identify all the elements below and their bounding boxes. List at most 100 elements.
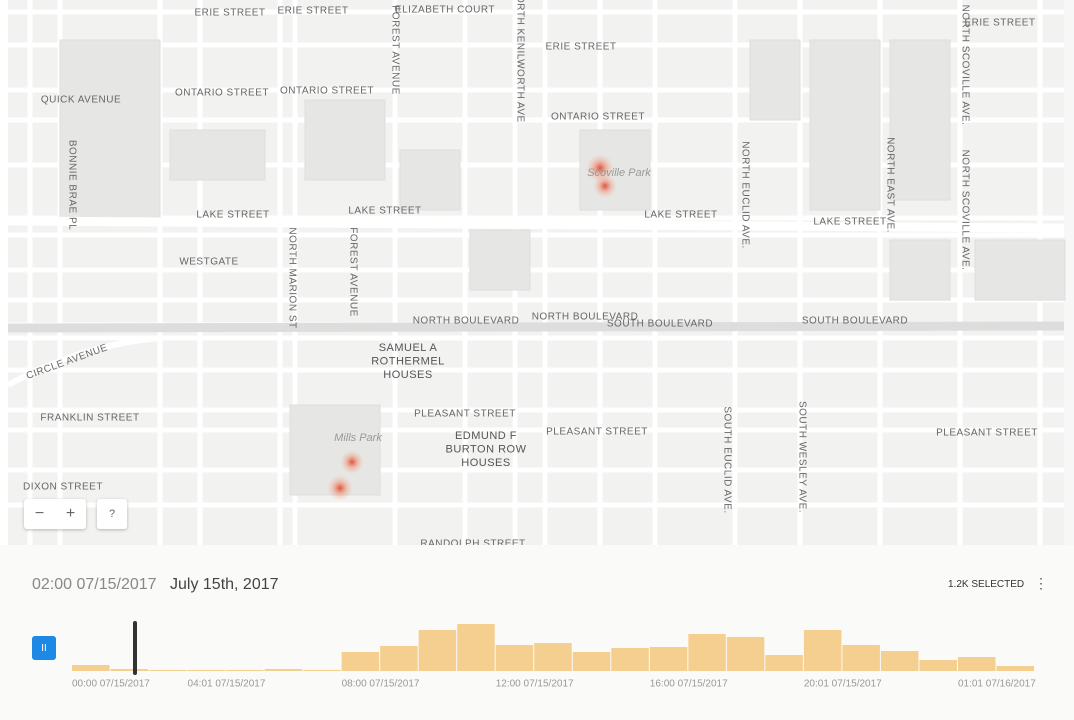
street-label: QUICK AVENUE bbox=[41, 95, 121, 106]
block bbox=[974, 239, 1066, 301]
street-label: ONTARIO STREET bbox=[280, 86, 374, 97]
street-label: WESTGATE bbox=[179, 257, 238, 268]
street-label: ELIZABETH COURT bbox=[395, 5, 495, 16]
place-label: ROTHERMEL bbox=[371, 355, 445, 367]
histogram-bar bbox=[341, 652, 380, 671]
street-label: ONTARIO STREET bbox=[175, 88, 269, 99]
block bbox=[469, 229, 531, 291]
histogram-bar bbox=[572, 652, 611, 671]
place-label: HOUSES bbox=[383, 369, 432, 381]
block bbox=[399, 149, 461, 211]
timeline-panel: 02:00 07/15/2017 July 15th, 2017 1.2K SE… bbox=[0, 545, 1074, 720]
place-label: HOUSES bbox=[461, 457, 510, 469]
street-label: SOUTH BOULEVARD bbox=[607, 319, 713, 330]
histogram-bar bbox=[996, 666, 1034, 671]
histogram-bar bbox=[303, 670, 341, 671]
histogram-bar bbox=[919, 660, 957, 671]
main-road bbox=[7, 216, 1065, 233]
street-label: NORTH EAST AVE. bbox=[884, 137, 895, 233]
place-label: BURTON ROW bbox=[446, 443, 527, 455]
street-label: FRANKLIN STREET bbox=[40, 413, 139, 424]
street-label: PLEASANT STREET bbox=[546, 427, 648, 438]
time-label: 16:00 07/15/2017 bbox=[650, 679, 728, 690]
histogram-bar bbox=[688, 634, 726, 671]
street-label: SOUTH BOULEVARD bbox=[802, 316, 908, 327]
zoom-controls: − + bbox=[24, 499, 86, 529]
street-label: NORTH BOULEVARD bbox=[413, 316, 520, 327]
histogram-bar bbox=[842, 645, 880, 671]
street-label: LAKE STREET bbox=[196, 210, 269, 221]
main-road bbox=[7, 321, 1065, 333]
street-label: NORTH EUCLID AVE. bbox=[739, 141, 750, 249]
park-label: Mills Park bbox=[334, 432, 382, 444]
street-label: SOUTH EUCLID AVE. bbox=[721, 406, 732, 513]
histogram-bar bbox=[880, 651, 919, 671]
zoom-out[interactable]: − bbox=[34, 505, 45, 522]
zoom-in[interactable]: + bbox=[65, 505, 76, 522]
histogram-bar bbox=[726, 637, 765, 671]
histogram-bar bbox=[110, 669, 149, 671]
street-label: PLEASANT STREET bbox=[936, 428, 1038, 439]
block bbox=[749, 39, 801, 121]
time-label: 12:00 07/15/2017 bbox=[496, 679, 574, 690]
street-label: LAKE STREET bbox=[644, 210, 717, 221]
block bbox=[809, 39, 881, 211]
street-label: PLEASANT STREET bbox=[414, 409, 516, 420]
street-label: ERIE STREET bbox=[194, 8, 265, 19]
histogram-bar bbox=[149, 670, 187, 671]
place-label: SAMUEL A bbox=[379, 342, 438, 354]
street-label: LAKE STREET bbox=[813, 217, 886, 228]
time-label: 08:00 07/15/2017 bbox=[342, 679, 420, 690]
current-time: 02:00 07/15/2017 bbox=[32, 576, 157, 593]
heat-spot bbox=[340, 450, 364, 474]
time-cursor bbox=[133, 621, 137, 675]
help-button[interactable]: ? bbox=[97, 499, 127, 529]
histogram-bar bbox=[495, 645, 534, 671]
curve-road bbox=[6, 335, 161, 388]
histogram-bar bbox=[611, 648, 649, 671]
histogram-bar bbox=[803, 630, 842, 671]
histogram-bar bbox=[957, 657, 996, 671]
street-label: ONTARIO STREET bbox=[551, 112, 645, 123]
block bbox=[304, 99, 386, 181]
street-label: NORTH BOULEVARD bbox=[532, 312, 639, 323]
date: July 15th, 2017 bbox=[170, 576, 279, 593]
street-label: ERIE STREET bbox=[964, 18, 1035, 29]
histogram-bar bbox=[187, 670, 226, 671]
street-label: NORTH SCOVILLE AVE. bbox=[959, 5, 970, 126]
time-label: 20:01 07/15/2017 bbox=[804, 679, 882, 690]
street-label: LAKE STREET bbox=[348, 206, 421, 217]
map: ERIE STREET ERIE STREET ELIZABETH COURT ERI… bbox=[6, 0, 1074, 545]
heat-spot bbox=[593, 174, 617, 198]
street-label: FOREST AVENUE bbox=[347, 227, 358, 316]
street-label: NORTH MARION ST bbox=[286, 227, 297, 328]
histogram-bar bbox=[380, 646, 418, 671]
place-label: EDMUND F bbox=[455, 430, 517, 442]
histogram-bar bbox=[765, 655, 803, 671]
street-label: DIXON STREET bbox=[23, 482, 103, 493]
street-label: NORTH SCOVILLE AVE. bbox=[959, 150, 970, 271]
block bbox=[889, 39, 951, 201]
street-label: NORTH KENILWORTH AVE bbox=[514, 0, 525, 123]
histogram-bar bbox=[72, 665, 110, 671]
histogram-bar bbox=[264, 669, 303, 671]
time-label: 04:01 07/15/2017 bbox=[188, 679, 266, 690]
histogram-bar bbox=[534, 643, 572, 671]
play-button[interactable]: II bbox=[32, 636, 56, 660]
histogram-bar bbox=[418, 630, 457, 671]
histogram: 00:00 07/15/2017 04:01 07/15/2017 08:00 07… bbox=[72, 621, 1036, 690]
histogram-bar bbox=[649, 647, 688, 671]
block bbox=[59, 39, 161, 221]
street-label: BONNIE BRAE PL bbox=[66, 140, 77, 230]
street-label: ERIE STREET bbox=[545, 42, 616, 53]
edge bbox=[1064, 0, 1074, 545]
time-label: 00:00 07/15/2017 bbox=[72, 679, 150, 690]
street-label: SOUTH WESLEY AVE. bbox=[796, 401, 807, 513]
street-label: ERIE STREET bbox=[277, 6, 348, 17]
time-label: 01:01 07/16/2017 bbox=[958, 679, 1036, 690]
selected-count: 1.2K SELECTED bbox=[948, 579, 1025, 590]
menu[interactable]: ⋮ bbox=[1034, 575, 1048, 591]
block bbox=[169, 129, 266, 181]
street-label: FOREST AVENUE bbox=[389, 5, 400, 94]
